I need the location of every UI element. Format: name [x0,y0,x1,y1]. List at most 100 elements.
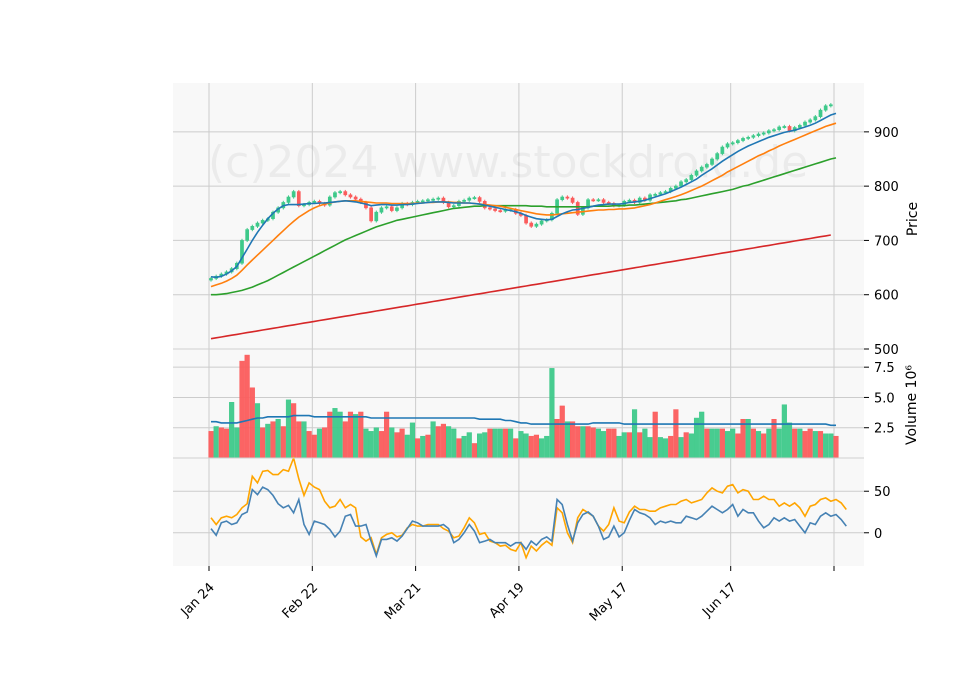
x-tick-label: Mar 21 [382,580,425,623]
candle-body [250,226,255,230]
volume-bar [678,437,684,459]
candle-body [255,222,260,227]
volume-bar [265,423,271,459]
candle-body [348,194,353,198]
volume-bar [544,435,550,459]
candle-body [451,205,456,208]
y-tick-label: 800 [874,180,899,195]
candle-body [797,125,802,128]
volume-bar [513,438,519,459]
candle-body [627,199,632,202]
candle-body [710,158,714,165]
candle-body [818,109,823,117]
volume-bar [518,431,524,459]
volume-bar [580,426,586,459]
volume-bar [275,418,281,459]
volume-bar [440,423,447,459]
candle-body [684,179,689,183]
volume-bar [642,428,648,459]
volume-bar [404,434,410,459]
x-tick-label: Jun 17 [699,580,739,620]
y-tick-label: 5.0 [874,391,895,406]
volume-bar [482,432,488,459]
volume-bar [559,405,565,459]
candle-body [653,193,658,196]
candle-body [240,240,244,264]
candlesticks [209,103,833,282]
volume-bar [399,428,405,459]
y-tick-label: 500 [874,343,899,358]
candle-body [312,201,317,203]
candle-body [715,153,720,160]
candle-body [209,278,213,281]
candle-body [384,206,389,209]
volume-bar [306,431,312,459]
volume-bar [363,428,369,459]
candle-body [658,192,663,195]
candle-body [369,207,373,222]
volume-bar [755,431,762,459]
volume-bar [652,411,658,459]
x-tick-label: Feb 22 [280,580,322,622]
volume-bar [285,399,292,459]
ma-short-line [210,112,837,279]
candle-body [534,223,539,227]
volume-bar [528,435,534,459]
candle-body [777,126,782,130]
candle-body [705,164,709,168]
volume-bar [378,431,385,459]
volume-bar [471,443,478,459]
volume-bar [249,387,255,459]
volume-bar [425,434,431,459]
volume-bar [750,428,756,459]
y-tick-label: 600 [874,289,899,304]
volume-bar [637,432,643,459]
candle-body [420,200,425,203]
candle-body [689,174,694,180]
volume-bar [347,411,354,459]
volume-axis-label: Volume 10⁶ [904,365,920,445]
volume-bar [817,431,824,459]
volume-bar [662,438,669,459]
candle-body [260,220,265,224]
volume-bar [786,422,793,459]
volume-bar [409,422,416,459]
volume-bar [218,427,224,459]
candle-body [751,135,756,138]
volume-bar [616,435,622,459]
volume-bar [208,431,214,459]
volume-bar [502,428,508,459]
volume-bar [549,368,555,459]
volume-bar [833,435,839,459]
volume-bar [229,402,235,459]
y-tick-label: 900 [874,126,899,141]
volume-bar [569,421,576,459]
volume-bar [373,427,379,459]
volume-bar [223,428,230,459]
candle-body [601,199,606,203]
volume-bar [766,428,772,459]
candle-body [493,208,497,211]
volume-average-line [211,414,836,427]
candle-body [426,199,430,202]
volume-bar [316,428,323,459]
volume-bar [745,418,751,459]
volume-bar [631,409,638,459]
volume-bars [208,354,839,459]
candle-body [761,132,766,135]
volume-bar [823,433,829,459]
volume-bar [311,434,317,459]
volume-bar [394,432,400,459]
candle-body [756,133,761,136]
volume-bar [585,426,591,459]
volume-bar [683,432,689,459]
volume-bar [435,426,441,459]
volume-bar [368,431,374,459]
y-tick-label: 50 [874,485,891,500]
candle-body [395,207,399,211]
candle-body [725,143,730,148]
volume-bar [415,438,421,459]
watermark: (c)2024 www.stockdroid.de [208,137,808,188]
volume-bar [353,414,359,459]
volume-bar [668,435,674,459]
